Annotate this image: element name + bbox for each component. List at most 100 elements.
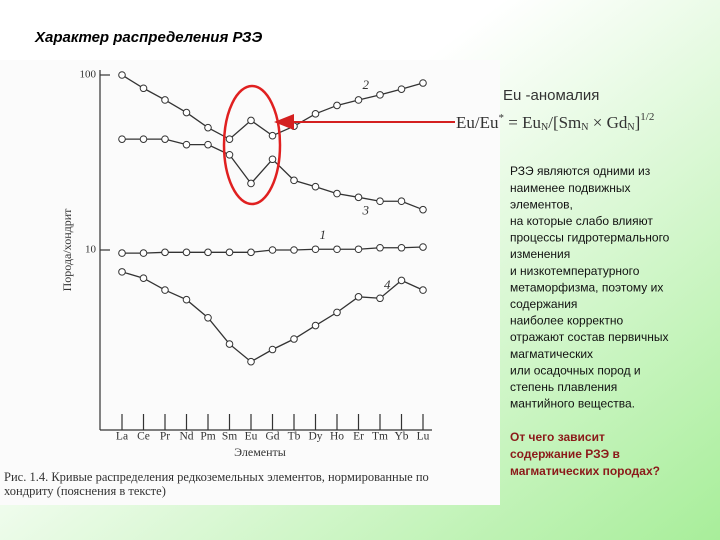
- formula-part: N: [541, 122, 548, 133]
- data-point: [247, 116, 255, 125]
- data-point: [419, 286, 427, 294]
- text-line: наименее подвижных: [510, 181, 631, 195]
- caption-line: хондриту (пояснения в тексте): [4, 484, 166, 498]
- text-line: метаморфизма, поэтому их: [510, 280, 663, 294]
- data-point: [182, 248, 191, 257]
- data-point: [376, 294, 384, 303]
- formula-part: = Eu: [504, 113, 541, 132]
- data-point: [397, 197, 406, 206]
- figure-area: [0, 60, 500, 505]
- series-label: 1: [320, 227, 327, 242]
- data-point: [333, 308, 341, 317]
- x-tick-label: Ho: [330, 431, 344, 443]
- series-label: 4: [384, 277, 391, 292]
- data-point: [397, 243, 406, 252]
- question: От чего зависит содержание РЗЭ в магматиче…: [510, 430, 660, 478]
- data-point: [333, 101, 341, 110]
- highlight-ellipse: [222, 84, 282, 206]
- x-tick-label: Lu: [417, 431, 430, 443]
- x-tick-label: La: [116, 431, 128, 443]
- data-point: [311, 321, 320, 330]
- data-point: [354, 293, 363, 301]
- data-point: [376, 91, 384, 99]
- x-tick-label: Tm: [372, 431, 388, 443]
- caption-line: Рис. 1.4. Кривые распределения редкоземе…: [4, 470, 429, 484]
- data-point: [247, 357, 255, 366]
- text-line: мантийного вещества.: [510, 397, 635, 411]
- data-point: [225, 135, 234, 143]
- formula-part: 1/2: [640, 111, 654, 123]
- text-line: процессы гидротермального: [510, 231, 670, 245]
- question-line: магматических породах?: [510, 464, 660, 478]
- data-point: [311, 182, 320, 191]
- data-point: [290, 176, 298, 185]
- data-point: [268, 246, 277, 254]
- text-line: изменения: [510, 247, 570, 261]
- data-point: [311, 245, 320, 254]
- x-tick-label: Gd: [265, 431, 279, 443]
- x-axis-label: Элементы: [234, 445, 286, 459]
- caption: Рис. 1.4. Кривые распределения редкоземе…: [4, 470, 429, 498]
- data-point: [333, 245, 341, 254]
- data-point: [419, 79, 427, 87]
- data-point: [354, 96, 363, 104]
- text-line: отражают состав первичных: [510, 330, 669, 344]
- text-line: или осадочных пород и: [510, 363, 641, 377]
- data-point: [225, 340, 234, 348]
- data-point: [268, 155, 277, 164]
- data-point: [118, 135, 126, 143]
- x-tick-label: Nd: [179, 431, 193, 443]
- y-axis-label: Порода/хондрит: [60, 208, 74, 292]
- formula-part: N: [581, 122, 588, 133]
- data-point: [225, 248, 234, 257]
- text-line: на которые слабо влияют: [510, 214, 653, 228]
- data-point: [376, 243, 384, 252]
- description: РЗЭ являются одними из наименее подвижных…: [510, 164, 670, 410]
- data-point: [311, 110, 320, 118]
- x-tick-label: Sm: [222, 431, 237, 443]
- data-point: [354, 193, 363, 202]
- y-tick-label: 10: [85, 244, 97, 256]
- data-point: [268, 345, 277, 354]
- text-line: элементов,: [510, 197, 573, 211]
- data-point: [139, 84, 148, 93]
- x-tick-label: Pm: [200, 431, 215, 443]
- data-point: [419, 243, 427, 251]
- formula: Eu/Eu* = EuN/[SmN × GdN]1/2: [456, 111, 654, 134]
- x-tick-label: Dy: [308, 431, 322, 443]
- data-point: [118, 249, 126, 257]
- data-point: [118, 71, 126, 79]
- formula-part: × Gd: [589, 113, 628, 132]
- text-line: магматических: [510, 347, 593, 361]
- data-point: [204, 123, 212, 132]
- data-point: [182, 295, 191, 304]
- data-point: [139, 274, 148, 283]
- series-label: 3: [362, 202, 370, 217]
- formula-part: Eu/Eu: [456, 113, 499, 132]
- data-point: [397, 276, 406, 285]
- text-line: содержания: [510, 297, 577, 311]
- text-line: наиболее корректно: [510, 314, 624, 328]
- text-line: степень плавления: [510, 380, 617, 394]
- data-point: [376, 197, 384, 206]
- data-point: [290, 246, 298, 254]
- data-point: [161, 286, 169, 294]
- data-point: [204, 248, 212, 257]
- data-point: [397, 85, 406, 93]
- text-line: РЗЭ являются одними из: [510, 164, 651, 178]
- x-tick-label: Er: [353, 431, 364, 443]
- data-point: [182, 140, 191, 149]
- x-tick-label: Ce: [137, 431, 150, 443]
- data-point: [268, 131, 277, 140]
- data-point: [290, 335, 298, 343]
- data-point: [354, 245, 363, 254]
- x-tick-label: Pr: [160, 431, 170, 443]
- data-point: [247, 248, 255, 257]
- data-point: [419, 205, 427, 214]
- anomaly-title: Eu -аномалия: [503, 87, 599, 104]
- question-line: содержание РЗЭ в: [510, 447, 620, 461]
- formula-part: /[Sm: [548, 113, 581, 132]
- data-point: [161, 135, 169, 143]
- data-point: [290, 122, 298, 130]
